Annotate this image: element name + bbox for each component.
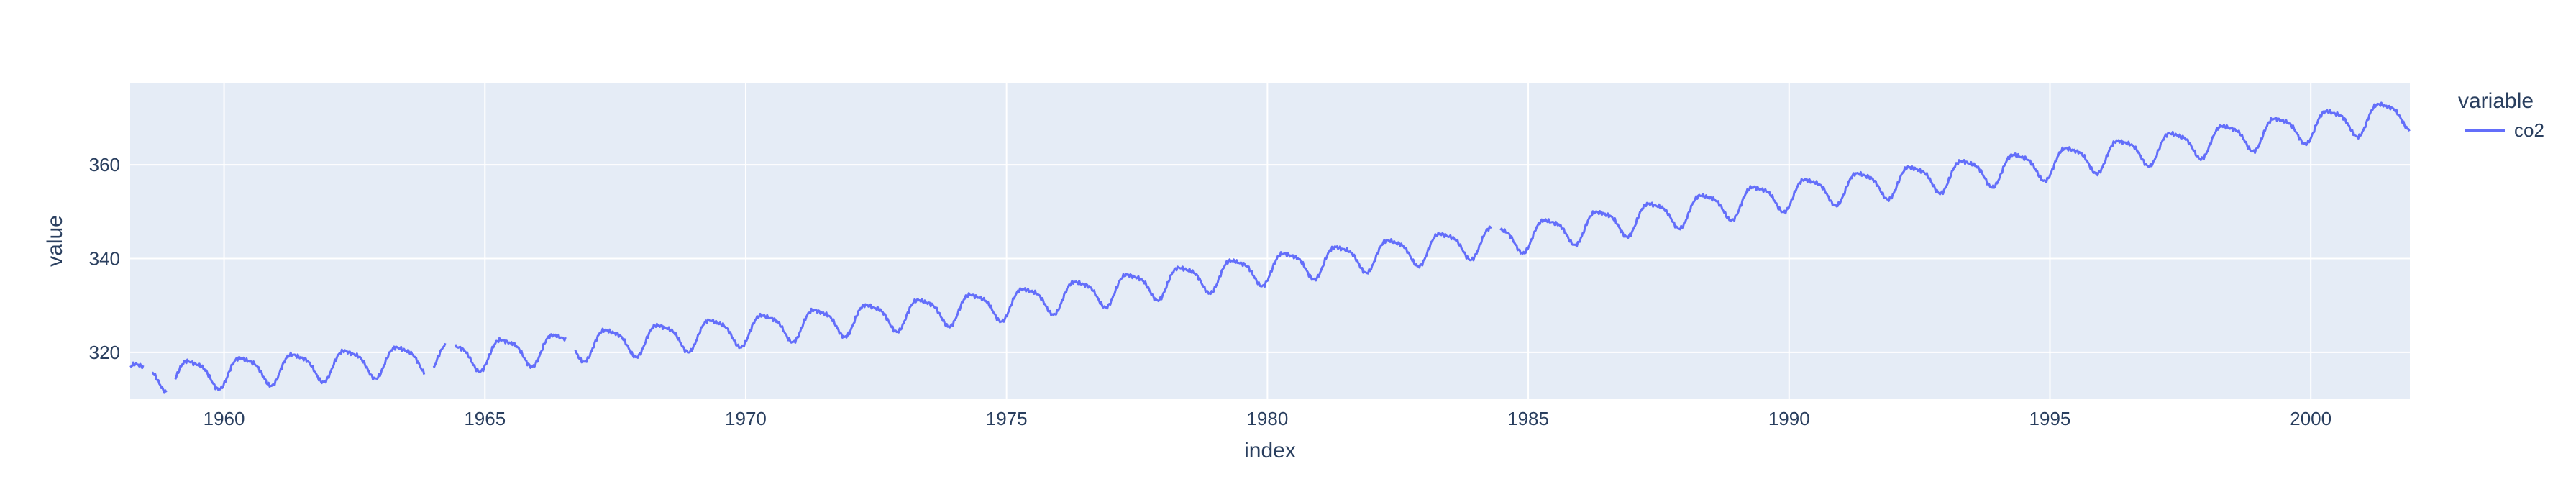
series-line-co2[interactable] <box>129 101 2411 394</box>
y-tick-labels: 320 340 360 <box>89 154 120 363</box>
x-tick-label-1985: 1985 <box>1507 408 1549 429</box>
y-tick-label-320: 320 <box>89 342 120 363</box>
y-axis-title: value <box>43 215 67 267</box>
plot-background <box>130 83 2410 399</box>
x-tick-label-1970: 1970 <box>725 408 767 429</box>
x-tick-label-1975: 1975 <box>986 408 1028 429</box>
legend-title: variable <box>2458 89 2534 113</box>
x-tick-label-1995: 1995 <box>2029 408 2071 429</box>
x-tick-label-1980: 1980 <box>1246 408 1288 429</box>
x-tick-label-1990: 1990 <box>1768 408 1810 429</box>
y-tick-label-360: 360 <box>89 154 120 175</box>
legend: variable co2 <box>2458 89 2544 141</box>
y-tick-label-340: 340 <box>89 247 120 269</box>
x-tick-label-2000: 2000 <box>2290 408 2331 429</box>
x-tick-label-1965: 1965 <box>464 408 506 429</box>
legend-label-co2[interactable]: co2 <box>2514 119 2544 141</box>
x-tick-labels: 1960 1965 1970 1975 1980 1985 1990 1995 2000 <box>204 408 2331 429</box>
x-axis-title: index <box>1244 439 1296 462</box>
series-group <box>129 101 2411 394</box>
x-tick-label-1960: 1960 <box>204 408 245 429</box>
